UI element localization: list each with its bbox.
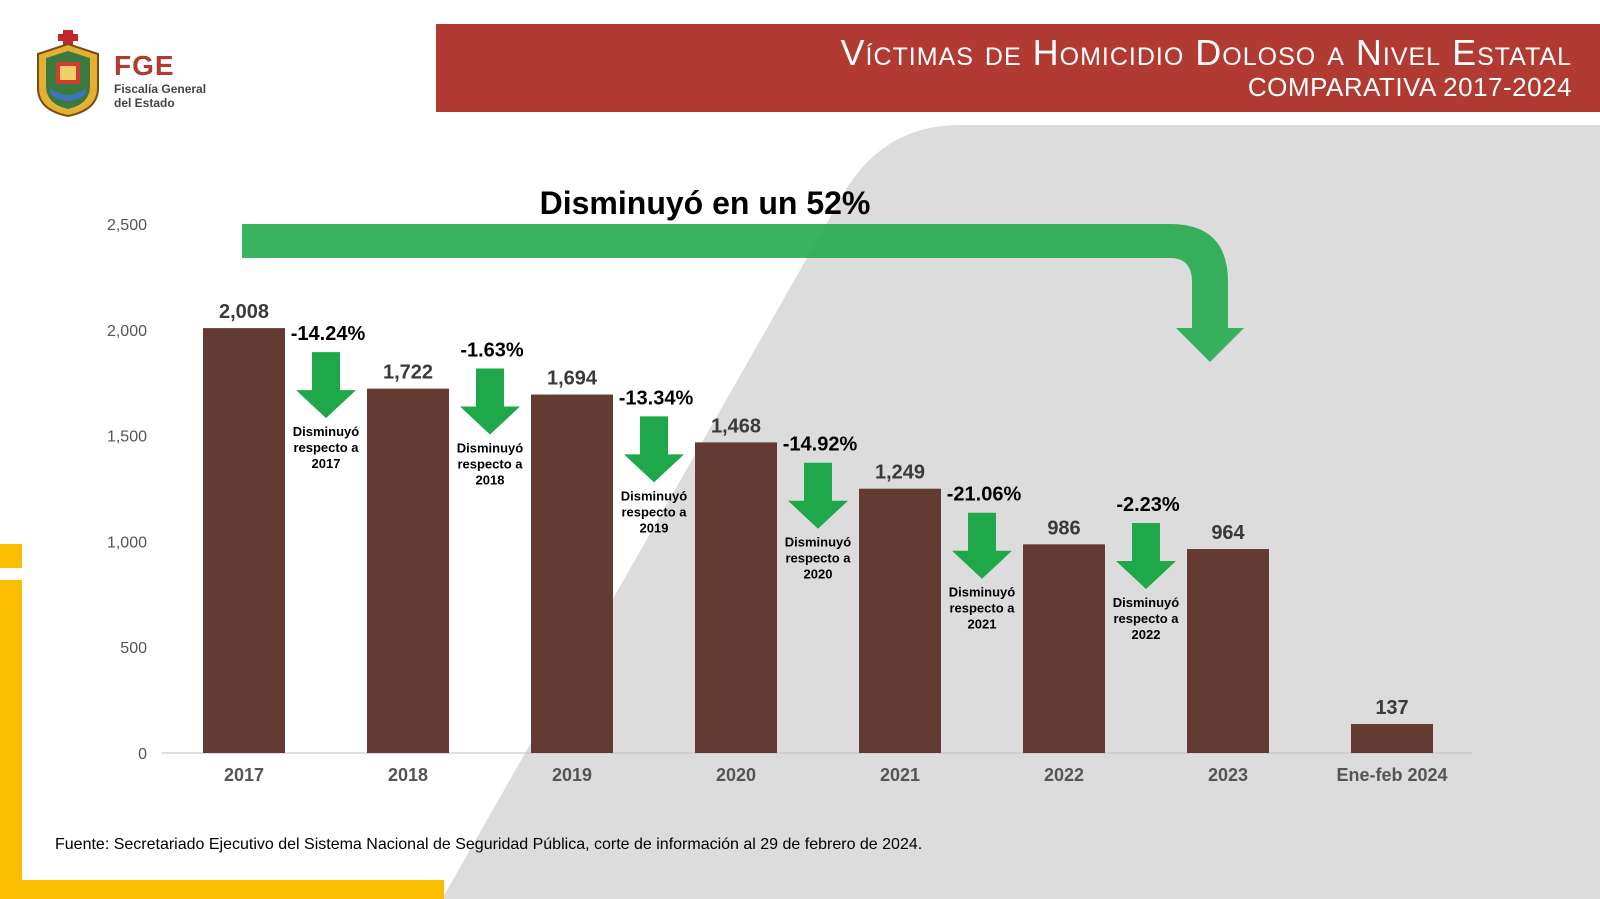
decrease-arrow-icon [296, 352, 356, 419]
change-caption-line: 2018 [476, 473, 505, 488]
change-caption-line: Disminuyó [949, 585, 1016, 600]
bar-2018 [367, 388, 449, 753]
change-caption-line: respecto a [785, 551, 851, 566]
y-tick-label: 1,000 [107, 534, 147, 551]
change-caption-line: respecto a [293, 440, 359, 455]
y-tick-label: 2,000 [107, 323, 147, 340]
change-percent-label: -14.24% [291, 323, 366, 345]
bar-value-label: 964 [1211, 522, 1245, 544]
change-caption-line: 2020 [804, 567, 833, 582]
change-caption-line: respecto a [621, 504, 687, 519]
logo-acronym: FGE [114, 50, 175, 81]
logo-text-line2: del Estado [114, 96, 175, 110]
header-band: Víctimas de Homicidio Doloso a Nivel Est… [436, 24, 1600, 112]
change-percent-label: -13.34% [619, 387, 694, 409]
change-caption-line: Disminuyó [1113, 595, 1180, 610]
bar-2017 [203, 328, 285, 753]
x-tick-label: 2019 [552, 765, 592, 785]
change-caption-line: Disminuyó [785, 535, 852, 550]
bar-2019 [531, 394, 613, 753]
change-caption-line: 2019 [640, 520, 669, 535]
x-tick-label: Ene-feb 2024 [1336, 765, 1447, 785]
coat-of-arms-icon [37, 30, 99, 118]
bar-2021 [859, 488, 941, 753]
change-caption-line: respecto a [457, 457, 523, 472]
y-tick-label: 1,500 [107, 429, 147, 446]
bar-ene-feb-2024 [1351, 724, 1433, 753]
x-tick-label: 2020 [716, 765, 756, 785]
y-tick-label: 2,500 [107, 217, 147, 234]
page-subtitle: COMPARATIVA 2017-2024 [1247, 72, 1572, 102]
change-caption-line: respecto a [1113, 611, 1179, 626]
bar-2022 [1023, 544, 1105, 753]
x-tick-label: 2021 [880, 765, 920, 785]
change-percent-label: -1.63% [460, 340, 524, 362]
accent-yellow-vertical-bar [0, 580, 22, 899]
bar-value-label: 137 [1375, 697, 1408, 719]
bar-value-label: 1,694 [547, 368, 598, 390]
decrease-arrow-icon [1116, 523, 1176, 590]
bar-2020 [695, 442, 777, 753]
accent-yellow-square [0, 544, 22, 568]
x-tick-label: 2023 [1208, 765, 1248, 785]
accent-yellow-bottom-bar [0, 880, 444, 899]
change-percent-label: -14.92% [783, 434, 858, 456]
bar-value-label: 1,468 [711, 415, 761, 437]
x-tick-label: 2017 [224, 765, 264, 785]
page-title: Víctimas de Homicidio Doloso a Nivel Est… [840, 32, 1572, 73]
logo-text-line1: Fiscalía General [114, 82, 207, 96]
change-percent-label: -21.06% [947, 484, 1022, 506]
logo: FGE Fiscalía General del Estado [30, 28, 220, 120]
change-percent-label: -2.23% [1116, 494, 1180, 516]
headline: Disminuyó en un 52% [539, 185, 871, 221]
change-caption-line: 2022 [1132, 627, 1161, 642]
change-caption-line: Disminuyó [621, 488, 688, 503]
x-tick-label: 2018 [388, 765, 428, 785]
x-tick-label: 2022 [1044, 765, 1084, 785]
decrease-arrow-icon [460, 368, 520, 435]
bars: 2,008 2017 1,722 2018 1,694 2019 1,468 2020 1,24… [203, 301, 1448, 785]
bar-value-label: 986 [1047, 517, 1080, 539]
change-caption-line: Disminuyó [293, 424, 360, 439]
source-note: Fuente: Secretariado Ejecutivo del Siste… [55, 836, 923, 853]
decrease-arrow-icon [952, 512, 1012, 579]
change-caption-line: 2021 [968, 617, 997, 632]
bar-value-label: 1,249 [875, 462, 925, 484]
overall-decrease-arrow [242, 224, 1244, 362]
decrease-arrow-icon [624, 416, 684, 483]
y-tick-label: 500 [120, 640, 147, 657]
change-caption-line: respecto a [949, 601, 1015, 616]
change-caption-line: Disminuyó [457, 441, 524, 456]
bar-2023 [1187, 549, 1269, 753]
bar-value-label: 2,008 [219, 301, 269, 323]
y-tick-label: 0 [138, 746, 147, 763]
change-caption-line: 2017 [312, 456, 341, 471]
bar-value-label: 1,722 [383, 362, 433, 384]
decrease-arrow-icon [788, 462, 848, 529]
